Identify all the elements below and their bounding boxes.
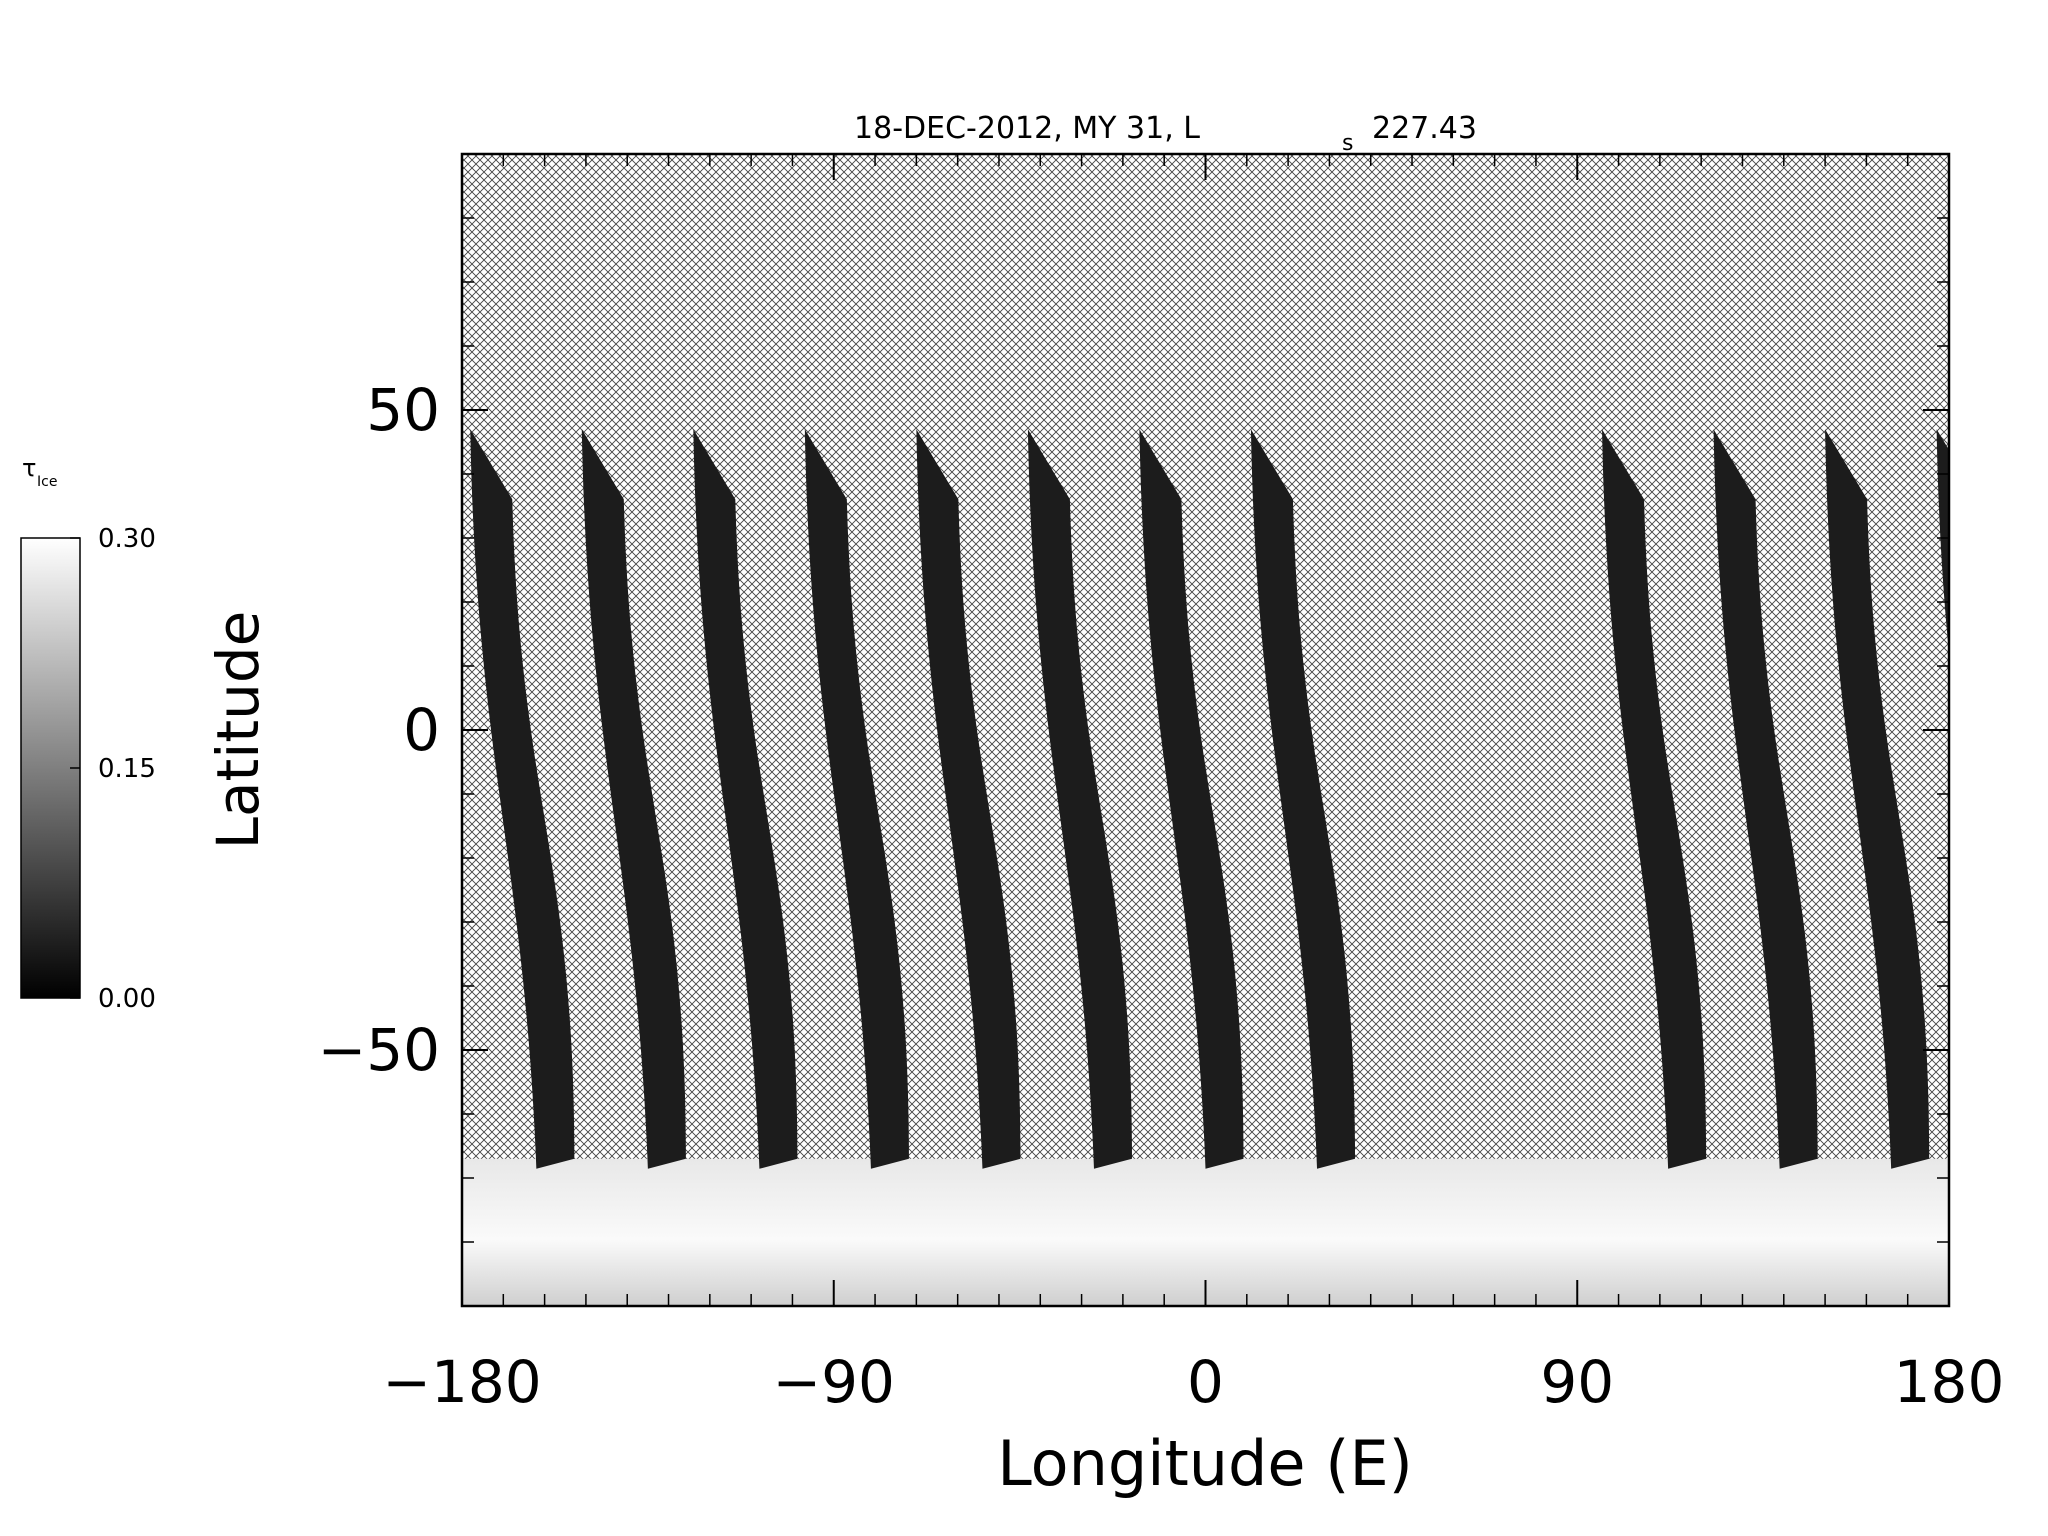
swath-12 [1936,429,1949,654]
y-tick-label: 50 [366,376,440,444]
colorbar: τ Ice 0.00 0.15 0.30 [20,454,156,1014]
chart-title: 18-DEC-2012, MY 31, L [854,111,1200,146]
swath-7 [1139,429,1244,1169]
y-axis-label: Latitude [204,611,272,850]
x-tick-label: −90 [773,1348,895,1416]
swath-3 [693,429,798,1169]
title-subscript: s [1342,131,1353,156]
x-tick-label: −180 [382,1348,541,1416]
swath-1 [470,429,575,1169]
title-main: 18-DEC-2012, MY 31, L [854,111,1200,146]
swath-6 [1027,429,1132,1169]
swath-11 [1825,429,1930,1169]
y-tick-label: −50 [318,1016,440,1084]
colorbar-tick-label: 0.15 [98,754,156,784]
swath-8 [1250,429,1356,1169]
swath-4 [804,429,909,1169]
colorbar-label-subscript: Ice [37,474,57,490]
swath-2 [581,429,686,1169]
x-tick-label: 0 [1187,1348,1224,1416]
plot-area [462,154,1949,1306]
colorbar-tick-label: 0.30 [98,524,156,554]
colorbar-label-symbol: τ [22,454,36,482]
swath-9 [1602,429,1707,1169]
y-tick-label: 0 [403,696,440,764]
swath-5 [916,429,1021,1169]
colorbar-tick-label: 0.00 [98,984,156,1014]
title-ls-value: 227.43 [1372,111,1477,146]
x-tick-label: 180 [1894,1348,2005,1416]
x-tick-label: 90 [1540,1348,1614,1416]
swath-10 [1713,429,1818,1169]
x-axis-label: Longitude (E) [997,1427,1413,1500]
